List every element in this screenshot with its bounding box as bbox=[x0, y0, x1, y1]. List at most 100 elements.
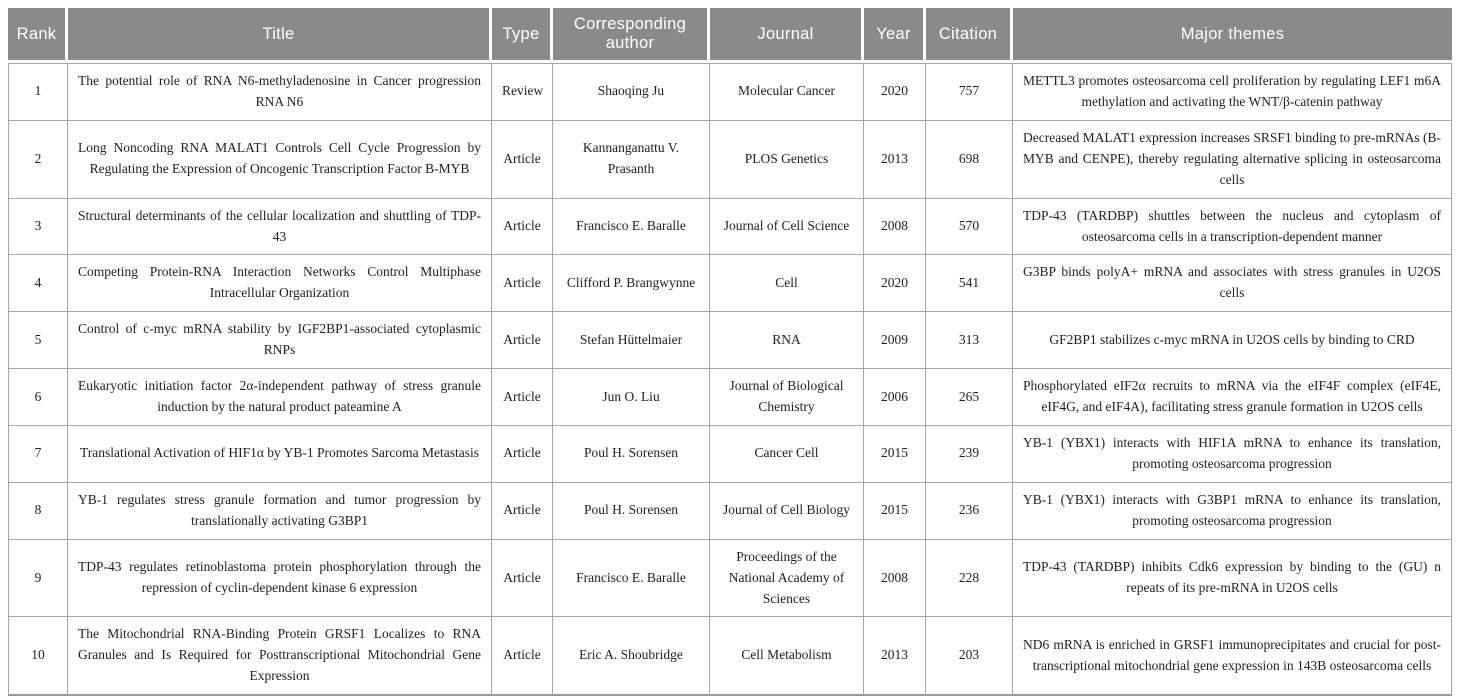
column-header-journal: Journal bbox=[710, 8, 864, 63]
cell-title: Translational Activation of HIF1α by YB-… bbox=[68, 425, 492, 483]
cell-title: YB-1 regulates stress granule formation … bbox=[68, 482, 492, 540]
column-header-title: Title bbox=[68, 8, 492, 63]
table-row: 8 YB-1 regulates stress granule formation… bbox=[8, 482, 1452, 540]
cell-author: Jun O. Liu bbox=[553, 369, 710, 426]
cell-journal: Proceedings of the National Academy of S… bbox=[710, 539, 864, 618]
column-header-rank: Rank bbox=[8, 8, 68, 63]
column-header-type: Type bbox=[492, 8, 553, 63]
cell-themes: GF2BP1 stabilizes c-myc mRNA in U2OS cel… bbox=[1013, 312, 1452, 370]
cell-rank: 7 bbox=[8, 425, 68, 483]
cell-author: Clifford P. Brangwynne bbox=[553, 255, 710, 313]
cell-citation: 236 bbox=[926, 482, 1013, 540]
cell-themes: Phosphorylated eIF2α recruits to mRNA vi… bbox=[1013, 369, 1452, 426]
cell-journal: Cell bbox=[710, 255, 864, 313]
column-header-themes: Major themes bbox=[1013, 8, 1452, 63]
cell-type: Article bbox=[492, 198, 553, 256]
cell-rank: 5 bbox=[8, 312, 68, 370]
cell-author: Francisco E. Baralle bbox=[553, 198, 710, 256]
cell-themes: TDP-43 (TARDBP) shuttles between the nuc… bbox=[1013, 198, 1452, 256]
table-header: Rank Title Type Corresponding author Jou… bbox=[8, 8, 1452, 63]
cell-journal: Journal of Biological Chemistry bbox=[710, 369, 864, 426]
cell-rank: 1 bbox=[8, 63, 68, 121]
cell-rank: 6 bbox=[8, 369, 68, 426]
cell-author: Poul H. Sorensen bbox=[553, 425, 710, 483]
table-row: 6 Eukaryotic initiation factor 2α-indepen… bbox=[8, 369, 1452, 426]
table-row: 9 TDP-43 regulates retinoblastoma protein… bbox=[8, 539, 1452, 618]
cell-journal: PLOS Genetics bbox=[710, 120, 864, 199]
cell-themes: METTL3 promotes osteosarcoma cell prolif… bbox=[1013, 63, 1452, 121]
cell-year: 2009 bbox=[864, 312, 926, 370]
table-row: 4 Competing Protein-RNA Interaction Netwo… bbox=[8, 255, 1452, 313]
cell-title: Control of c-myc mRNA stability by IGF2B… bbox=[68, 312, 492, 370]
cell-citation: 541 bbox=[926, 255, 1013, 313]
cell-type: Article bbox=[492, 255, 553, 313]
cell-rank: 3 bbox=[8, 198, 68, 256]
table-row: 10 The Mitochondrial RNA-Binding Protein … bbox=[8, 617, 1452, 697]
cell-year: 2006 bbox=[864, 369, 926, 426]
cell-title: Long Noncoding RNA MALAT1 Controls Cell … bbox=[68, 120, 492, 199]
cell-author: Stefan Hüttelmaier bbox=[553, 312, 710, 370]
cell-citation: 228 bbox=[926, 539, 1013, 618]
cell-title: TDP-43 regulates retinoblastoma protein … bbox=[68, 539, 492, 618]
cell-themes: G3BP binds polyA+ mRNA and associates wi… bbox=[1013, 255, 1452, 313]
table-row: 3 Structural determinants of the cellular… bbox=[8, 198, 1452, 256]
cell-type: Article bbox=[492, 312, 553, 370]
cell-themes: YB-1 (YBX1) interacts with G3BP1 mRNA to… bbox=[1013, 482, 1452, 540]
cell-title: The potential role of RNA N6-methyladeno… bbox=[68, 63, 492, 121]
cell-citation: 313 bbox=[926, 312, 1013, 370]
table-row: 5 Control of c-myc mRNA stability by IGF2… bbox=[8, 312, 1452, 370]
table-body: 1 The potential role of RNA N6-methyladen… bbox=[8, 63, 1452, 697]
table-row: 1 The potential role of RNA N6-methyladen… bbox=[8, 63, 1452, 121]
cell-type: Article bbox=[492, 425, 553, 483]
cell-citation: 239 bbox=[926, 425, 1013, 483]
cell-author: Shaoqing Ju bbox=[553, 63, 710, 121]
table-row: 2 Long Noncoding RNA MALAT1 Controls Cell… bbox=[8, 120, 1452, 199]
cell-year: 2020 bbox=[864, 255, 926, 313]
cell-journal: Cancer Cell bbox=[710, 425, 864, 483]
cell-author: Eric A. Shoubridge bbox=[553, 617, 710, 697]
cell-year: 2008 bbox=[864, 198, 926, 256]
cell-themes: YB-1 (YBX1) interacts with HIF1A mRNA to… bbox=[1013, 425, 1452, 483]
cell-citation: 203 bbox=[926, 617, 1013, 697]
cell-themes: ND6 mRNA is enriched in GRSF1 immunoprec… bbox=[1013, 617, 1452, 697]
cell-citation: 698 bbox=[926, 120, 1013, 199]
cell-type: Article bbox=[492, 120, 553, 199]
cell-author: Francisco E. Baralle bbox=[553, 539, 710, 618]
cell-year: 2015 bbox=[864, 425, 926, 483]
cell-author: Poul H. Sorensen bbox=[553, 482, 710, 540]
cell-title: Competing Protein-RNA Interaction Networ… bbox=[68, 255, 492, 313]
cell-title: Eukaryotic initiation factor 2α-independ… bbox=[68, 369, 492, 426]
cell-title: Structural determinants of the cellular … bbox=[68, 198, 492, 256]
cell-citation: 265 bbox=[926, 369, 1013, 426]
column-header-author: Corresponding author bbox=[553, 8, 710, 63]
cell-author: Kannanganattu V. Prasanth bbox=[553, 120, 710, 199]
cell-type: Review bbox=[492, 63, 553, 121]
cell-year: 2020 bbox=[864, 63, 926, 121]
cell-rank: 8 bbox=[8, 482, 68, 540]
cell-rank: 9 bbox=[8, 539, 68, 618]
cell-type: Article bbox=[492, 369, 553, 426]
cell-year: 2008 bbox=[864, 539, 926, 618]
cell-year: 2013 bbox=[864, 120, 926, 199]
cell-journal: Journal of Cell Science bbox=[710, 198, 864, 256]
cell-rank: 4 bbox=[8, 255, 68, 313]
cell-rank: 2 bbox=[8, 120, 68, 199]
cell-year: 2013 bbox=[864, 617, 926, 697]
header-row: Rank Title Type Corresponding author Jou… bbox=[8, 8, 1452, 63]
cell-type: Article bbox=[492, 539, 553, 618]
cell-themes: TDP-43 (TARDBP) inhibits Cdk6 expression… bbox=[1013, 539, 1452, 618]
cell-type: Article bbox=[492, 482, 553, 540]
cell-citation: 570 bbox=[926, 198, 1013, 256]
cell-rank: 10 bbox=[8, 617, 68, 697]
cell-journal: Cell Metabolism bbox=[710, 617, 864, 697]
citations-table: Rank Title Type Corresponding author Jou… bbox=[8, 8, 1452, 697]
column-header-year: Year bbox=[864, 8, 926, 63]
table-row: 7 Translational Activation of HIF1α by YB… bbox=[8, 425, 1452, 483]
cell-journal: Journal of Cell Biology bbox=[710, 482, 864, 540]
cell-citation: 757 bbox=[926, 63, 1013, 121]
cell-type: Article bbox=[492, 617, 553, 697]
column-header-citation: Citation bbox=[926, 8, 1013, 63]
cell-journal: RNA bbox=[710, 312, 864, 370]
cell-year: 2015 bbox=[864, 482, 926, 540]
cell-themes: Decreased MALAT1 expression increases SR… bbox=[1013, 120, 1452, 199]
